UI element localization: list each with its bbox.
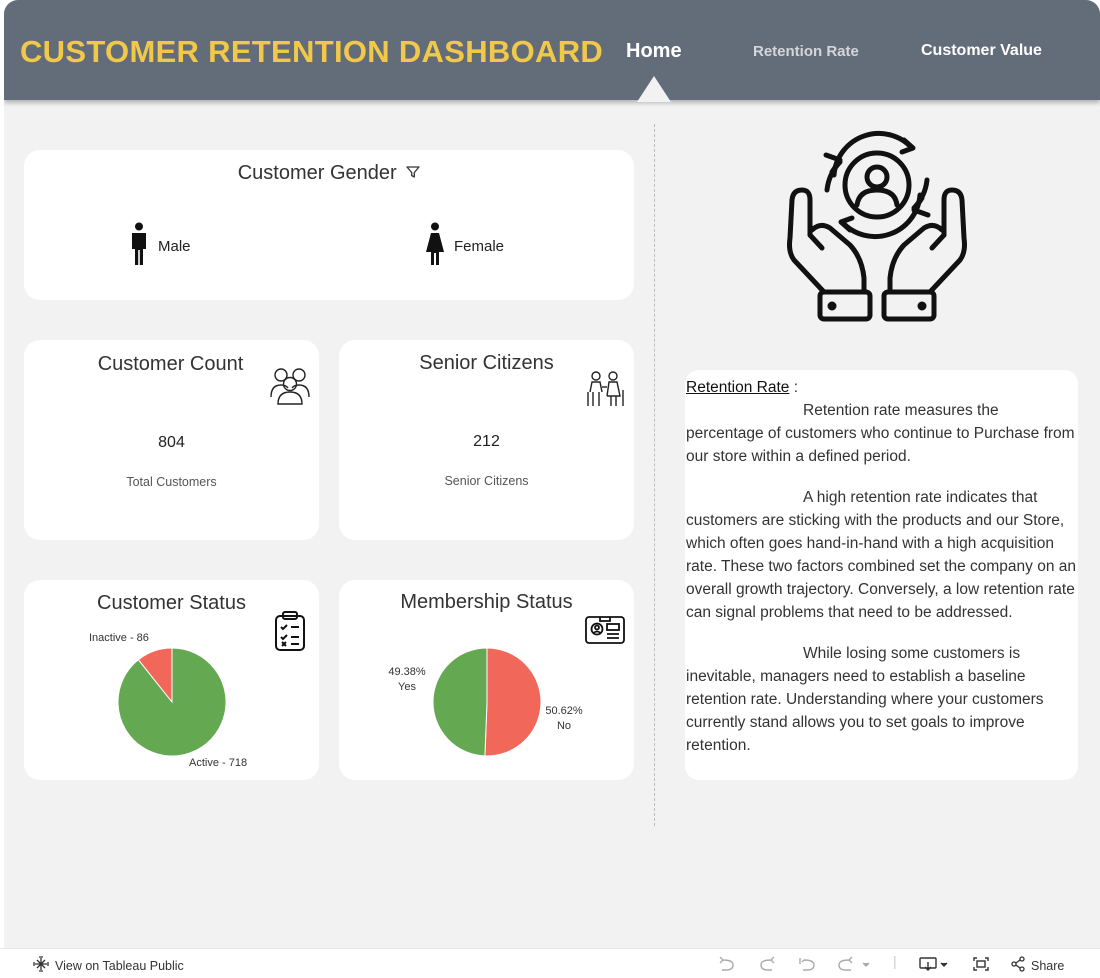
group-icon — [268, 362, 312, 411]
senior-citizens-card: Senior Citizens 212 Senior Citizens — [339, 340, 634, 540]
female-icon — [424, 222, 446, 270]
membership-status-pie[interactable] — [431, 646, 543, 758]
senior-citizens-value: 212 — [473, 433, 500, 450]
retention-info-p3: While losing some customers is inevitabl… — [686, 642, 1078, 757]
refresh-icon[interactable] — [835, 956, 871, 975]
retention-heading: Retention Rate — [686, 379, 790, 396]
pie-slice-no[interactable] — [484, 647, 542, 757]
tableau-icon — [33, 956, 49, 975]
view-on-tableau-link[interactable]: View on Tableau Public — [33, 956, 184, 975]
retention-heading-colon: : — [789, 379, 799, 396]
pie-label-inactive: Inactive - 86 — [89, 632, 149, 644]
nav-home[interactable]: Home — [626, 40, 682, 62]
gender-title: Customer Gender — [24, 162, 634, 185]
view-on-tableau-label: View on Tableau Public — [55, 958, 184, 973]
nav-customer-value[interactable]: Customer Value — [921, 42, 1042, 59]
retention-p3-text: While losing some customers is inevitabl… — [686, 645, 1044, 754]
tableau-toolbar: View on Tableau Public | Share — [0, 948, 1100, 978]
dashboard: CUSTOMER RETENTION DASHBOARD Home Retent… — [4, 0, 1100, 948]
share-label: Share — [1031, 958, 1065, 973]
pie-label-no-pct: 50.62% — [545, 705, 583, 717]
filter-icon[interactable] — [406, 162, 420, 185]
dashboard-title: CUSTOMER RETENTION DASHBOARD — [20, 34, 604, 69]
gender-female-item[interactable]: Female — [424, 222, 504, 270]
redo-icon[interactable] — [758, 956, 776, 975]
retention-hands-icon — [782, 130, 972, 331]
pie-label-yes-pct: 49.38% — [388, 666, 426, 678]
retention-p2-text: A high retention rate indicates that cus… — [686, 489, 1077, 621]
share-icon — [1010, 956, 1026, 975]
retention-info-card: Retention Rate : Retention rate measures… — [685, 370, 1078, 780]
nav-retention-rate[interactable]: Retention Rate — [753, 43, 859, 60]
pie-slice-inactive[interactable] — [137, 647, 173, 704]
pie-label-yes: 49.38% Yes — [386, 666, 428, 693]
customer-status-pie[interactable] — [116, 646, 228, 758]
customer-status-card: Customer Status Inactive - 86 Active - 7… — [24, 580, 319, 780]
membership-status-card: Membership Status 49.38% Yes 50.62% No — [339, 580, 634, 780]
customer-count-value: 804 — [158, 434, 185, 451]
fullscreen-icon[interactable] — [972, 956, 990, 975]
senior-citizens-title: Senior Citizens — [419, 352, 554, 374]
nav-active-pointer — [637, 76, 671, 102]
male-label: Male — [158, 237, 191, 255]
customer-count-title: Customer Count — [97, 353, 244, 375]
retention-info-p2: A high retention rate indicates that cus… — [686, 486, 1078, 624]
retention-info-text: Retention Rate : Retention rate measures… — [686, 376, 1078, 775]
revert-icon[interactable] — [798, 956, 818, 975]
elderly-couple-icon — [583, 370, 627, 413]
pie-label-yes-text: Yes — [398, 681, 416, 693]
column-divider — [654, 124, 655, 826]
membership-status-title: Membership Status — [400, 591, 573, 613]
pie-label-no: 50.62% No — [543, 705, 585, 732]
male-icon — [128, 222, 150, 270]
gender-male-item[interactable]: Male — [128, 222, 191, 270]
undo-icon[interactable] — [718, 956, 736, 975]
checklist-icon — [273, 610, 307, 657]
pie-label-no-text: No — [556, 720, 572, 732]
header-bar: CUSTOMER RETENTION DASHBOARD Home Retent… — [4, 0, 1100, 102]
share-button[interactable]: Share — [1010, 956, 1064, 975]
customer-count-card: Customer Count 804 Total Customers — [24, 340, 319, 540]
customer-status-title: Customer Status — [97, 592, 246, 614]
gender-card: Customer Gender Male Female — [24, 150, 634, 300]
female-label: Female — [454, 237, 505, 255]
customer-count-label: Total Customers — [126, 475, 217, 489]
retention-info-p1: Retention Rate : Retention rate measures… — [686, 376, 1078, 468]
retention-p1-text: Retention rate measures the percentage o… — [686, 402, 1075, 465]
pie-label-active: Active - 718 — [189, 757, 248, 769]
download-icon[interactable] — [918, 956, 952, 975]
id-card-icon — [584, 614, 626, 651]
senior-citizens-label: Senior Citizens — [444, 474, 529, 488]
pie-slice-yes[interactable] — [432, 647, 488, 757]
gender-title-text: Customer Gender — [237, 162, 397, 184]
toolbar-separator: | — [893, 953, 897, 969]
